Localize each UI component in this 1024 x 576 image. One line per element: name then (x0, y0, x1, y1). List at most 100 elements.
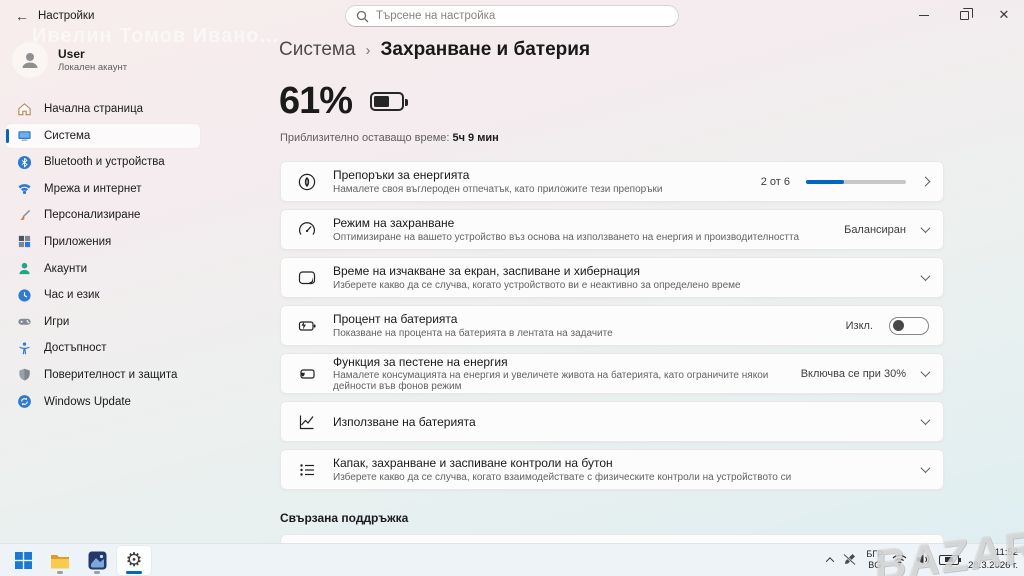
sidebar-item-accounts[interactable]: Акаунти (6, 257, 200, 281)
sidebar-item-time-language[interactable]: Час и език (6, 283, 200, 307)
battery-remaining-value: 5ч 9 мин (452, 132, 499, 144)
start-button[interactable] (6, 546, 40, 575)
pen-icon[interactable] (842, 552, 857, 567)
card-title: Време на изчакване за екран, заспиване и… (333, 264, 640, 279)
settings-taskbar-button[interactable]: ⚙ (117, 545, 151, 575)
lid-controls-icon (300, 463, 314, 476)
card-battery-percentage[interactable]: Процент на батерията Показване на процен… (280, 305, 944, 346)
card-energy-saver[interactable]: Функция за пестене на енергия Намалете к… (280, 353, 944, 394)
tray-time: 11:52 (994, 547, 1018, 559)
sidebar-item-windows-update[interactable]: Windows Update (6, 390, 200, 414)
window-controls: ✕ (904, 0, 1024, 30)
gaming-icon (16, 314, 32, 330)
app-title: Настройки (38, 10, 95, 22)
sidebar-nav: Начална страница Система Bluetooth и уст… (6, 97, 200, 414)
chevron-right-icon[interactable] (920, 176, 931, 187)
sidebar-item-label: Персонализиране (44, 209, 141, 222)
sidebar-item-accessibility[interactable]: Достъпност (6, 336, 200, 360)
language-line2: BG (868, 559, 882, 570)
breadcrumb-parent[interactable]: Система (279, 39, 356, 60)
recommendations-count: 2 от 6 (760, 175, 790, 188)
energy-saver-threshold: Включва се при 30% (800, 367, 906, 380)
sidebar-item-home[interactable]: Начална страница (6, 97, 200, 121)
sidebar-item-personalization[interactable]: Персонализиране (6, 203, 200, 227)
home-icon (16, 101, 32, 117)
restore-button[interactable] (944, 0, 984, 30)
card-subtitle: Намалете консумацията на енергия и увели… (333, 370, 769, 393)
chevron-down-icon[interactable] (920, 415, 931, 426)
sidebar-item-apps[interactable]: Приложения (6, 230, 200, 254)
card-lid-power-button-controls[interactable]: Капак, захранване и заспиване контроли н… (280, 449, 944, 490)
search-icon (356, 10, 369, 22)
energy-saver-icon (300, 368, 315, 379)
chevron-down-icon[interactable] (920, 223, 931, 234)
card-title: Използване на батерията (333, 414, 476, 429)
sidebar-item-system[interactable]: Система (6, 123, 200, 148)
card-power-mode[interactable]: Режим на захранване Оптимизиране на ваше… (280, 209, 944, 250)
system-tray: БГР BG 11:52 28.3.2026 г. (826, 543, 1018, 576)
sidebar-item-label: Час и език (44, 289, 100, 302)
person-icon (22, 53, 38, 68)
sidebar-item-label: Приложения (44, 235, 112, 248)
accounts-icon (16, 261, 32, 277)
language-indicator[interactable]: БГР BG (866, 549, 883, 570)
time-language-icon (16, 287, 32, 303)
battery-percent-icon (298, 320, 316, 331)
recommendations-progressbar (806, 179, 906, 184)
card-battery-usage[interactable]: Използване на батерията (280, 401, 944, 442)
close-button[interactable]: ✕ (984, 0, 1024, 30)
card-title: Режим на захранване (333, 216, 455, 231)
card-subtitle: Намалете своя въглероден отпечатък, като… (333, 183, 663, 195)
breadcrumb-separator-icon: › (365, 41, 371, 59)
chevron-down-icon[interactable] (920, 463, 931, 474)
card-subtitle: Изберете какво да се случва, когато устр… (333, 279, 741, 291)
sidebar-item-network[interactable]: Мрежа и интернет (6, 177, 200, 201)
sidebar-item-gaming[interactable]: Игри (6, 310, 200, 334)
user-name: User (58, 47, 85, 61)
toggle-state-label: Изкл. (845, 319, 873, 332)
file-explorer-button[interactable] (43, 546, 77, 575)
running-indicator (57, 570, 63, 574)
search-box[interactable] (345, 5, 679, 27)
minimize-button[interactable] (904, 0, 944, 30)
bluetooth-icon (16, 154, 32, 170)
related-support-card-partial[interactable] (280, 534, 944, 544)
speaker-icon[interactable] (916, 553, 930, 566)
sidebar-item-label: Поверителност и защита (44, 368, 178, 381)
media-app-icon (88, 551, 106, 569)
avatar (12, 42, 48, 78)
card-screen-sleep-timeouts[interactable]: Време на изчакване за екран, заспиване и… (280, 257, 944, 298)
battery-tray-icon[interactable] (939, 554, 962, 565)
network-icon (16, 181, 32, 197)
sidebar-item-bluetooth[interactable]: Bluetooth и устройства (6, 150, 200, 174)
clock[interactable]: 11:52 28.3.2026 г. (968, 547, 1018, 572)
chevron-down-icon[interactable] (920, 367, 931, 378)
file-explorer-icon (51, 554, 69, 568)
wifi-icon[interactable] (892, 554, 907, 566)
accessibility-icon (16, 340, 32, 356)
titlebar: ← Настройки ✕ (0, 0, 1024, 32)
sidebar-item-privacy[interactable]: Поверителност и защита (6, 363, 200, 387)
windows-update-icon (16, 394, 32, 410)
battery-usage-chart-icon (299, 415, 314, 429)
battery-percentage-toggle[interactable] (889, 316, 929, 335)
media-app-button[interactable] (80, 546, 114, 575)
card-subtitle: Показване на процента на батерията в лен… (333, 327, 613, 339)
card-energy-recommendations[interactable]: Препоръки за енергията Намалете своя въг… (280, 161, 944, 202)
chevron-down-icon[interactable] (920, 271, 931, 282)
card-subtitle: Изберете какво да се случва, когато взаи… (333, 471, 792, 483)
battery-hero: 61% (279, 80, 409, 123)
tray-date: 28.3.2026 г. (968, 559, 1018, 571)
tray-chevron-up-icon[interactable] (826, 556, 835, 566)
page-title: Захранване и батерия (380, 39, 591, 60)
breadcrumb: Система › Захранване и батерия (279, 39, 590, 61)
sidebar-item-label: Начална страница (44, 103, 144, 115)
sidebar-item-label: Система (44, 129, 91, 142)
user-account-type: Локален акаунт (58, 62, 128, 73)
taskbar: ⚙ БГР BG (0, 543, 1024, 576)
search-input[interactable] (376, 10, 668, 22)
sidebar-item-label: Bluetooth и устройства (44, 156, 165, 169)
back-button[interactable]: ← (10, 5, 34, 27)
user-account-block[interactable]: User Локален акаунт (12, 42, 127, 78)
